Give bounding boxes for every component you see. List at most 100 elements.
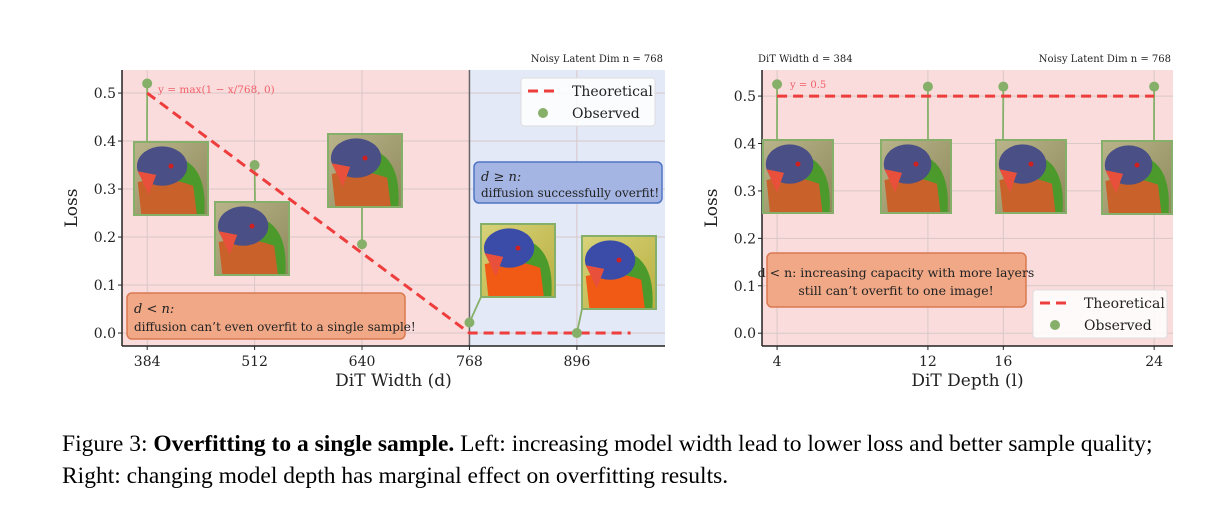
- chart-1: 4 12 16 24 0.0 0.1 0.2 0.3 0.4 0.5 DiT Depth (l) Lo…: [702, 54, 1173, 391]
- top-label: Noisy Latent Dim n = 768: [1039, 54, 1171, 65]
- image-frame: [880, 139, 952, 214]
- x-tick-label: 24: [1145, 354, 1163, 370]
- x-tick-label: 768: [456, 354, 483, 370]
- parrot-eye: [616, 257, 622, 263]
- legend: [1032, 289, 1168, 339]
- legend-observed-swatch: [1050, 320, 1060, 330]
- image-frame: [995, 139, 1067, 214]
- annotation-text: diffusion successfully overfit!: [481, 186, 659, 200]
- top-label: Noisy Latent Dim n = 768: [531, 54, 663, 65]
- figure-caption: Figure 3: Overfitting to a single sample…: [62, 428, 1202, 492]
- caption-label: Figure 3:: [62, 431, 148, 457]
- y-axis-label: Loss: [62, 189, 82, 228]
- parrot-chest: [331, 171, 391, 207]
- observed-point: [922, 81, 933, 92]
- y-tick-label: 0.5: [94, 86, 116, 102]
- parrot-chest: [484, 261, 544, 297]
- y-tick-label: 0.0: [734, 326, 756, 342]
- parrot-sample-image: [327, 133, 403, 208]
- annotation-box: [473, 161, 663, 204]
- parrot-beak: [1105, 170, 1123, 194]
- x-tick-label: 4: [773, 354, 782, 370]
- parrot-beak: [585, 265, 605, 289]
- caption-text: Left: increasing model width lead to low…: [62, 431, 1153, 489]
- image-frame: [214, 201, 290, 276]
- parrot-chest: [999, 177, 1056, 213]
- observed-point: [142, 78, 153, 89]
- parrot-beak: [484, 253, 504, 277]
- parrot-eye: [1028, 161, 1034, 167]
- parrot-eye: [168, 163, 174, 169]
- parrot-sample-image: [762, 139, 834, 214]
- formula-label: y = max(1 − x/768, 0): [157, 84, 275, 96]
- image-frame: [581, 235, 657, 310]
- parrot-sample-image: [880, 139, 952, 214]
- top-label-left: DiT Width d = 384: [758, 54, 853, 65]
- y-axis-label: Loss: [702, 189, 722, 228]
- annotation-title: d < n:: [134, 302, 174, 317]
- y-tick-label: 0.2: [94, 230, 116, 246]
- parrot-chest: [766, 177, 823, 213]
- parrot-beak: [766, 169, 784, 193]
- x-tick-label: 896: [564, 354, 591, 370]
- parrot-chest: [137, 179, 197, 215]
- legend-observed-swatch: [538, 108, 548, 118]
- legend: [520, 77, 656, 127]
- image-frame: [480, 223, 556, 298]
- x-axis-label: DiT Width (d): [335, 371, 452, 391]
- annotation-text-2: still can’t overfit to one image!: [798, 283, 993, 298]
- image-frame: [1101, 140, 1173, 215]
- parrot-eye: [913, 161, 919, 167]
- observed-point: [1149, 81, 1160, 92]
- y-tick-label: 0.3: [734, 184, 756, 200]
- annotation-title: d ≥ n:: [481, 170, 521, 185]
- parrot-sample-image: [995, 139, 1067, 214]
- y-tick-label: 0.4: [734, 137, 756, 153]
- parrot-beak: [999, 169, 1017, 193]
- parrot-beak: [218, 231, 238, 255]
- parrot-eye: [249, 223, 255, 229]
- x-tick-label: 640: [349, 354, 376, 370]
- parrot-sample-image: [133, 141, 209, 216]
- parrot-beak: [884, 169, 902, 193]
- formula-label: y = 0.5: [789, 80, 826, 91]
- parrot-sample-image: [1101, 140, 1173, 215]
- annotation-box: [126, 292, 406, 340]
- parrot-sample-image: [480, 223, 556, 298]
- observed-point: [357, 239, 368, 250]
- parrot-chest: [1105, 178, 1162, 214]
- parrot-chest: [218, 239, 278, 275]
- legend-theoretical-label: Theoretical: [572, 84, 653, 100]
- parrot-chest: [884, 177, 941, 213]
- parrot-eye: [515, 245, 521, 251]
- x-axis-label: DiT Depth (l): [911, 371, 1023, 391]
- x-tick-label: 384: [134, 354, 161, 370]
- image-frame: [133, 141, 209, 216]
- observed-point: [998, 81, 1009, 92]
- parrot-eye: [1134, 162, 1140, 168]
- y-tick-label: 0.0: [94, 326, 116, 342]
- y-tick-label: 0.2: [734, 231, 756, 247]
- observed-point: [464, 317, 475, 328]
- parrot-chest: [585, 273, 645, 309]
- legend-observed-label: Observed: [572, 106, 640, 122]
- parrot-sample-image: [581, 235, 657, 310]
- x-tick-label: 12: [919, 354, 937, 370]
- observed-point: [571, 328, 582, 339]
- parrot-sample-image: [214, 201, 290, 276]
- legend-observed-label: Observed: [1084, 318, 1152, 334]
- parrot-beak: [331, 163, 351, 187]
- legend-theoretical-label: Theoretical: [1084, 296, 1165, 312]
- x-tick-label: 512: [241, 354, 268, 370]
- parrot-beak: [137, 171, 157, 195]
- image-frame: [327, 133, 403, 208]
- image-frame: [762, 139, 834, 214]
- annotation-text: diffusion can’t even overfit to a single…: [134, 320, 416, 334]
- theoretical-line: [146, 91, 631, 335]
- chart-0: 384 512 640 768 896 0.0 0.1 0.2 0.3 0.4 0.5 DiT Wid…: [62, 54, 665, 391]
- annotation-text: d < n: increasing capacity with more lay…: [758, 265, 1035, 280]
- y-tick-label: 0.1: [734, 279, 756, 295]
- parrot-eye: [362, 155, 368, 161]
- annotation-box: [766, 252, 1027, 308]
